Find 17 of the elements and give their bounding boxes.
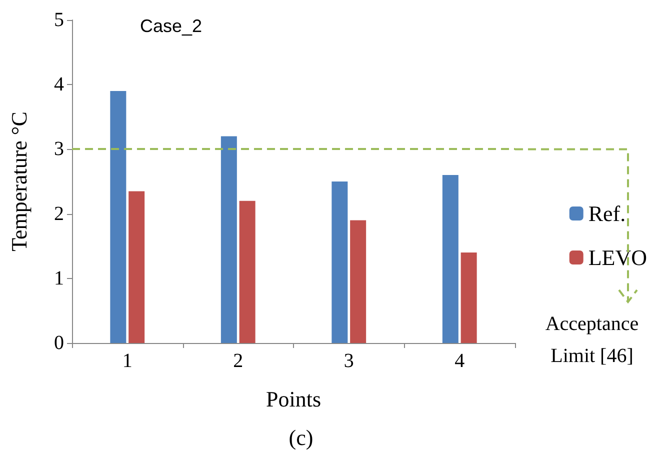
legend-label: Ref.: [588, 201, 626, 226]
x-axis-title: Points: [266, 386, 322, 412]
y-axis-title: Temperature °C: [6, 112, 32, 252]
x-tick-label: 1: [122, 350, 132, 372]
y-tick-label: 4: [54, 74, 64, 96]
text: (c): [288, 425, 314, 451]
chart-title: Case_2: [140, 16, 202, 36]
y-tick-label: 5: [54, 9, 64, 31]
x-tick-label: 4: [454, 350, 465, 372]
y-tick-label: 0: [54, 332, 64, 354]
legend-label: LEVO: [588, 245, 648, 270]
y-tick-label: 1: [54, 267, 64, 290]
x-tick-label: 3: [344, 350, 354, 372]
y-tick-label: 2: [54, 202, 64, 225]
y-tick-label: 3: [54, 138, 64, 160]
ref-line-label: Acceptance Limit [46]: [544, 312, 640, 369]
x-tick-label: 2: [233, 350, 244, 372]
